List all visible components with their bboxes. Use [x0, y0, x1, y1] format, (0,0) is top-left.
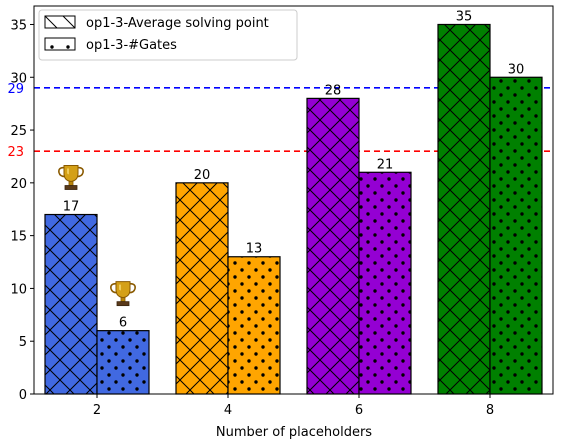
x-tick-label-6: 6 [355, 403, 363, 418]
y-tick-label-15: 15 [10, 230, 27, 245]
plot-frame [33, 5, 554, 395]
bar-hatch-6-series-1 [358, 171, 412, 395]
y-tick-label-30: 30 [10, 71, 27, 86]
bar-label-2-series-0: 17 [63, 200, 80, 215]
bar-hatch-2-series-1 [96, 330, 150, 395]
bar-hatch-6-series-0 [306, 97, 360, 395]
bar-hatch-4-series-0 [175, 182, 229, 395]
legend-swatch-dot [50, 45, 54, 49]
reference-label-23: 23 [7, 145, 24, 160]
axes: 0 5 10 15 20 25 30 35 2 4 6 8 [10, 5, 554, 418]
legend-swatch-cross-hatch [62, 15, 76, 29]
bar-hatch-8-series-1 [489, 76, 543, 395]
bar-label-6-series-0: 28 [325, 83, 342, 98]
y-tick-label-25: 25 [10, 124, 27, 139]
x-tick-label-2: 2 [93, 403, 101, 418]
bar-label-4-series-0: 20 [194, 168, 211, 183]
y-tick-label-20: 20 [10, 177, 27, 192]
y-tick-label-35: 35 [10, 18, 27, 33]
legend-swatch-cross-hatch [44, 15, 58, 29]
legend-swatch-dot [66, 45, 70, 49]
y-tick-label-0: 0 [19, 388, 27, 403]
x-tick-label-8: 8 [486, 403, 494, 418]
bar-hatch-4-series-1 [227, 256, 281, 395]
x-axis-label: Number of placeholders [216, 425, 372, 440]
bar-hatch-8-series-0 [437, 23, 491, 395]
legend-label-series-1: op1-3-#Gates [86, 38, 177, 53]
bars [44, 23, 543, 395]
reference-label-29: 29 [7, 82, 24, 97]
bar-hatch-2-series-0 [44, 213, 98, 395]
bar-label-4-series-1: 13 [246, 242, 263, 257]
x-tick-label-4: 4 [224, 403, 232, 418]
y-tick-label-5: 5 [19, 335, 27, 350]
legend-frame [38, 9, 298, 61]
bar-label-6-series-1: 21 [377, 157, 394, 172]
bar-label-8-series-0: 35 [456, 9, 473, 24]
legend-swatch-cross [44, 15, 76, 29]
legend-swatch-dots [44, 37, 76, 51]
legend-label-series-0: op1-3-Average solving point [86, 16, 269, 31]
bar-labels: 17 6 20 13 28 21 35 30 [63, 9, 525, 330]
bar-label-2-series-1: 6 [119, 316, 127, 331]
y-tick-label-10: 10 [10, 282, 27, 297]
bar-label-8-series-1: 30 [508, 62, 525, 77]
legend: op1-3-Average solving point op1-3-#Gates [38, 9, 298, 61]
